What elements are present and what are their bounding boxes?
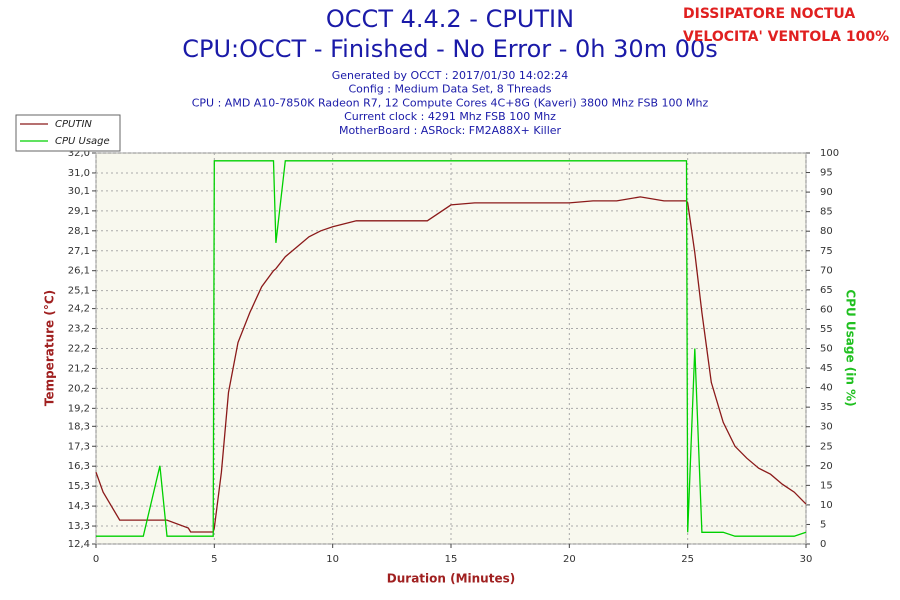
y-tick-label: 21,2 — [68, 363, 90, 374]
y-tick-label: 13,3 — [68, 521, 90, 532]
y2-tick-label: 5 — [820, 519, 826, 530]
series-line — [96, 160, 807, 537]
x-tick-label: 30 — [800, 554, 813, 565]
y-tick-label: 12,4 — [68, 539, 90, 550]
y-tick-label: 29,1 — [68, 206, 90, 217]
y-tick-label: 14,3 — [68, 501, 90, 512]
x-tick-label: 5 — [211, 554, 217, 565]
y2-tick-label: 75 — [820, 246, 833, 257]
info-line: Current clock : 4291 Mhz FSB 100 Mhz — [344, 110, 556, 123]
x-tick-label: 10 — [326, 554, 339, 565]
y2-tick-label: 20 — [820, 461, 833, 472]
info-line: MotherBoard : ASRock: FM2A88X+ Killer — [339, 124, 562, 137]
annotation: DISSIPATORE NOCTUA — [683, 6, 855, 22]
y2-tick-label: 60 — [820, 304, 833, 315]
y-tick-label: 15,3 — [68, 481, 90, 492]
y2-tick-label: 70 — [820, 265, 833, 276]
y-tick-label: 27,1 — [68, 246, 90, 257]
info-line: CPU : AMD A10-7850K Radeon R7, 12 Comput… — [192, 96, 709, 109]
legend-box — [15, 114, 121, 152]
y2-tick-label: 85 — [820, 207, 833, 218]
y2-tick-label: 10 — [820, 500, 833, 511]
y-tick-label: 19,2 — [68, 403, 90, 414]
y2-tick-label: 25 — [820, 441, 833, 452]
y2-tick-label: 55 — [820, 324, 833, 335]
y-tick-label: 31,0 — [68, 168, 90, 179]
y2-tick-label: 40 — [820, 383, 833, 394]
legend-label: CPUTIN — [55, 119, 92, 130]
info-line: Generated by OCCT : 2017/01/30 14:02:24 — [332, 69, 569, 82]
chart-title: OCCT 4.4.2 - CPUTIN — [326, 5, 574, 33]
y2-tick-label: 15 — [820, 480, 833, 491]
y-tick-label: 28,1 — [68, 226, 90, 237]
y2-tick-label: 95 — [820, 168, 833, 179]
y-axis-label: Temperature (°C) — [43, 290, 57, 406]
y-tick-label: 17,3 — [68, 441, 90, 452]
y-tick-label: 23,2 — [68, 324, 90, 335]
x-axis-label: Duration (Minutes) — [387, 572, 515, 586]
x-tick-label: 25 — [681, 554, 694, 565]
y-tick-label: 25,1 — [68, 286, 90, 297]
y2-tick-label: 65 — [820, 285, 833, 296]
x-tick-label: 15 — [445, 554, 458, 565]
y2-tick-label: 100 — [820, 148, 839, 159]
annotation: VELOCITA' VENTOLA 100% — [683, 29, 889, 45]
y-tick-label: 22,2 — [68, 344, 90, 355]
y-tick-label: 18,3 — [68, 421, 90, 432]
y2-tick-label: 90 — [820, 187, 833, 198]
series-line — [95, 196, 807, 533]
y2-tick-label: 50 — [820, 344, 833, 355]
legend-label: CPU Usage — [55, 136, 110, 147]
info-line: Config : Medium Data Set, 8 Threads — [349, 83, 552, 96]
y2-tick-label: 35 — [820, 402, 833, 413]
y2-tick-label: 45 — [820, 363, 833, 374]
y-tick-label: 16,3 — [68, 461, 90, 472]
y2-tick-label: 0 — [820, 539, 826, 550]
y-tick-label: 26,1 — [68, 266, 90, 277]
y-tick-label: 30,1 — [68, 186, 90, 197]
y2-axis-label: CPU Usage (in %) — [844, 289, 858, 406]
y2-tick-label: 80 — [820, 226, 833, 237]
x-tick-label: 20 — [563, 554, 576, 565]
y-tick-label: 20,2 — [68, 383, 90, 394]
chart-subtitle: CPU:OCCT - Finished - No Error - 0h 30m … — [182, 35, 718, 63]
y2-tick-label: 30 — [820, 422, 833, 433]
y-tick-label: 24,2 — [68, 304, 90, 315]
x-tick-label: 0 — [93, 554, 99, 565]
y-tick-label: 32,0 — [68, 148, 90, 159]
